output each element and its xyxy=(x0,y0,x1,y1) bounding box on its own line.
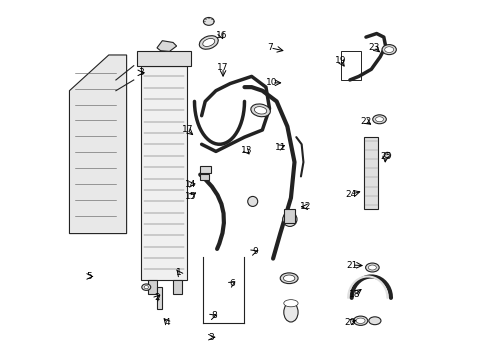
Bar xyxy=(340,51,360,80)
Bar xyxy=(364,137,378,208)
Ellipse shape xyxy=(283,302,298,322)
Ellipse shape xyxy=(144,285,148,289)
Text: 21: 21 xyxy=(346,261,357,270)
Ellipse shape xyxy=(283,275,294,282)
Text: 18: 18 xyxy=(348,290,360,299)
Ellipse shape xyxy=(254,107,266,114)
Text: 6: 6 xyxy=(229,279,234,288)
Ellipse shape xyxy=(384,152,390,158)
Ellipse shape xyxy=(283,300,298,307)
Ellipse shape xyxy=(203,18,214,25)
Ellipse shape xyxy=(372,115,386,124)
FancyBboxPatch shape xyxy=(141,66,187,280)
Ellipse shape xyxy=(355,318,365,323)
Text: 3: 3 xyxy=(208,333,214,342)
Text: 1: 1 xyxy=(175,268,181,277)
Bar xyxy=(157,287,162,309)
Ellipse shape xyxy=(353,316,367,325)
Text: 17: 17 xyxy=(217,63,228,72)
Ellipse shape xyxy=(142,284,150,291)
Text: 22: 22 xyxy=(360,117,371,126)
Ellipse shape xyxy=(203,39,214,46)
Text: 8: 8 xyxy=(211,311,217,320)
Text: 17: 17 xyxy=(181,126,193,135)
Ellipse shape xyxy=(381,45,395,55)
Text: 16: 16 xyxy=(215,31,226,40)
Ellipse shape xyxy=(367,265,376,270)
Bar xyxy=(283,208,294,223)
Text: 11: 11 xyxy=(274,143,285,152)
FancyArrowPatch shape xyxy=(200,175,224,249)
Text: 14: 14 xyxy=(184,180,196,189)
Ellipse shape xyxy=(250,104,270,117)
Text: 5: 5 xyxy=(86,272,92,281)
FancyBboxPatch shape xyxy=(137,51,190,66)
Text: 19: 19 xyxy=(334,56,346,65)
Bar xyxy=(200,174,208,180)
Ellipse shape xyxy=(199,36,218,49)
Polygon shape xyxy=(69,55,126,234)
Text: 7: 7 xyxy=(267,43,272,52)
Ellipse shape xyxy=(280,273,298,284)
Text: 25: 25 xyxy=(379,152,390,161)
Text: 13: 13 xyxy=(240,146,251,155)
Bar xyxy=(148,280,157,294)
Bar xyxy=(173,280,182,294)
Text: 9: 9 xyxy=(252,247,258,256)
Polygon shape xyxy=(157,41,176,51)
Text: 24: 24 xyxy=(345,190,356,199)
Text: 4: 4 xyxy=(164,318,170,327)
Ellipse shape xyxy=(282,212,296,226)
Ellipse shape xyxy=(368,317,380,325)
Text: 2: 2 xyxy=(154,293,160,302)
Ellipse shape xyxy=(375,117,383,122)
Text: 3: 3 xyxy=(138,68,143,77)
Text: 23: 23 xyxy=(367,42,379,51)
Bar xyxy=(200,166,210,173)
Text: 20: 20 xyxy=(344,318,355,327)
Ellipse shape xyxy=(247,197,257,206)
Ellipse shape xyxy=(384,47,393,53)
Ellipse shape xyxy=(365,263,378,272)
Text: 10: 10 xyxy=(265,78,277,87)
Text: 12: 12 xyxy=(299,202,310,211)
Text: 15: 15 xyxy=(185,192,196,201)
